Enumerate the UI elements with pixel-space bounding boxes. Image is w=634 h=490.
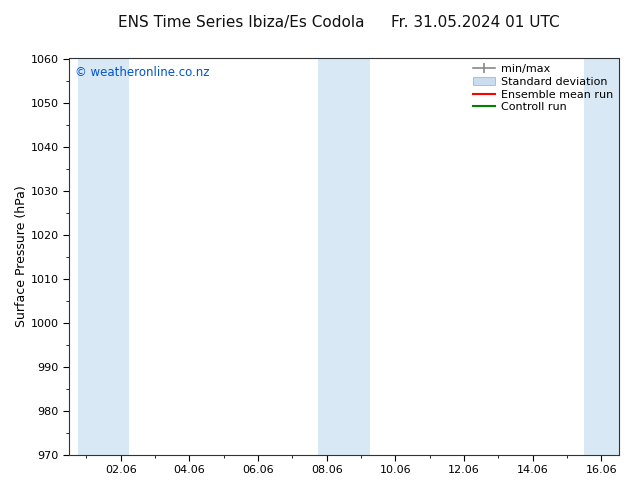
Bar bbox=[78, 58, 129, 455]
Text: © weatheronline.co.nz: © weatheronline.co.nz bbox=[75, 67, 209, 79]
Bar bbox=[584, 58, 619, 455]
Text: Fr. 31.05.2024 01 UTC: Fr. 31.05.2024 01 UTC bbox=[391, 15, 560, 30]
Y-axis label: Surface Pressure (hPa): Surface Pressure (hPa) bbox=[15, 186, 28, 327]
Bar bbox=[318, 58, 370, 455]
Legend: min/max, Standard deviation, Ensemble mean run, Controll run: min/max, Standard deviation, Ensemble me… bbox=[470, 62, 615, 115]
Text: ENS Time Series Ibiza/Es Codola: ENS Time Series Ibiza/Es Codola bbox=[118, 15, 364, 30]
